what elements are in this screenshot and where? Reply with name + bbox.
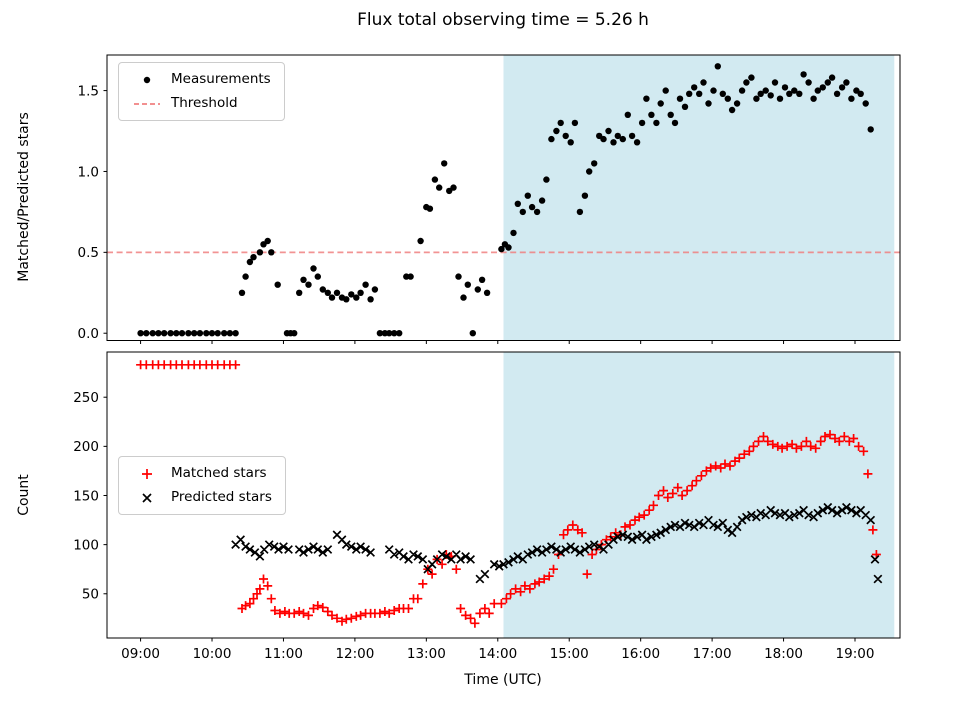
svg-text:14:00: 14:00	[478, 646, 517, 662]
svg-text:09:00: 09:00	[121, 646, 160, 662]
svg-text:200: 200	[73, 439, 99, 455]
svg-text:1.5: 1.5	[78, 83, 99, 99]
svg-text:17:00: 17:00	[693, 646, 732, 662]
legend-item-predicted: Predicted stars	[132, 490, 272, 505]
svg-text:10:00: 10:00	[193, 646, 232, 662]
svg-text:100: 100	[73, 537, 99, 553]
chart-title: Flux total observing time = 5.26 h	[357, 10, 649, 30]
legend-item-matched: Matched stars	[132, 466, 272, 481]
svg-text:15:00: 15:00	[550, 646, 589, 662]
top-y-axis-label: Matched/Predicted stars	[16, 112, 32, 282]
svg-text:0.5: 0.5	[78, 245, 99, 261]
svg-text:18:00: 18:00	[764, 646, 803, 662]
svg-text:250: 250	[73, 390, 99, 406]
svg-text:13:00: 13:00	[407, 646, 446, 662]
x-axis-label: Time (UTC)	[464, 672, 542, 688]
svg-text:11:00: 11:00	[264, 646, 303, 662]
svg-text:1.0: 1.0	[78, 164, 99, 180]
legend-label-threshold: Threshold	[171, 95, 238, 111]
bottom-y-axis-label: Count	[16, 474, 32, 516]
legend-item-measurements: Measurements	[132, 72, 271, 87]
legend-item-threshold: Threshold	[132, 96, 271, 111]
threshold-line-icon	[132, 97, 162, 111]
svg-text:19:00: 19:00	[836, 646, 875, 662]
svg-text:50: 50	[82, 587, 99, 603]
legend-label-predicted: Predicted stars	[171, 489, 272, 505]
x-marker-icon	[132, 491, 162, 505]
svg-text:12:00: 12:00	[335, 646, 374, 662]
measurement-dot-icon	[132, 73, 162, 87]
svg-text:150: 150	[73, 488, 99, 504]
svg-text:0.0: 0.0	[78, 326, 99, 342]
bottom-legend: Matched stars Predicted stars	[118, 456, 286, 515]
svg-text:16:00: 16:00	[621, 646, 660, 662]
top-legend: Measurements Threshold	[118, 62, 285, 121]
legend-label-measurements: Measurements	[171, 71, 271, 87]
plus-marker-icon	[132, 467, 162, 481]
legend-label-matched: Matched stars	[171, 465, 267, 481]
